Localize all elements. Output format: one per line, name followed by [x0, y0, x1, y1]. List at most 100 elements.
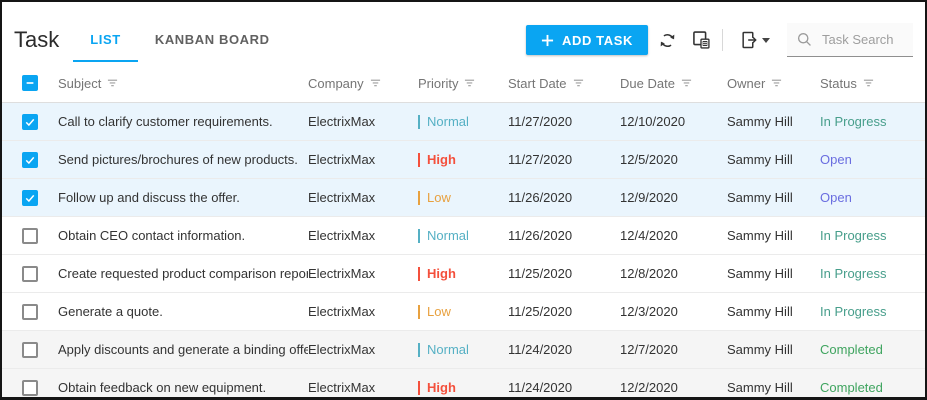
subject-cell: Generate a quote. [58, 304, 163, 319]
owner-cell: Sammy Hill [727, 152, 793, 167]
column-header-priority[interactable]: Priority [418, 76, 508, 91]
status-label: Open [820, 152, 852, 167]
column-chooser-icon [691, 30, 711, 50]
company-cell: ElectrixMax [308, 266, 376, 281]
subject-cell: Send pictures/brochures of new products. [58, 152, 298, 167]
column-header-label: Company [308, 75, 364, 91]
priority-cell: High [418, 152, 508, 167]
row-checkbox[interactable] [22, 189, 38, 206]
column-header-subject[interactable]: Subject [58, 76, 308, 91]
company-cell: ElectrixMax [308, 304, 376, 319]
column-header-start-date[interactable]: Start Date [508, 76, 620, 91]
company-cell: ElectrixMax [308, 380, 376, 395]
row-checkbox[interactable] [22, 265, 38, 282]
export-button[interactable] [733, 25, 775, 55]
priority-cell: Low [418, 304, 508, 319]
row-checkbox[interactable] [22, 227, 38, 244]
table-row[interactable]: Generate a quote. ElectrixMax Low 11/25/… [2, 293, 925, 331]
table-row[interactable]: Obtain feedback on new equipment. Electr… [2, 369, 925, 397]
grid-header-row: Subject Company Priority Start Date Due … [2, 64, 925, 103]
start-date-cell: 11/24/2020 [508, 380, 573, 395]
caret-down-icon [761, 37, 770, 43]
priority-label: Low [427, 190, 451, 205]
add-task-button[interactable]: ADD TASK [526, 25, 648, 55]
row-checkbox[interactable] [22, 341, 38, 358]
table-row[interactable]: Create requested product comparison repo… [2, 255, 925, 293]
table-row[interactable]: Obtain CEO contact information. Electrix… [2, 217, 925, 255]
row-checkbox-cell [2, 151, 58, 168]
owner-cell: Sammy Hill [727, 266, 793, 281]
column-header-label: Owner [727, 75, 766, 91]
owner-cell: Sammy Hill [727, 228, 793, 243]
priority-cell: High [418, 266, 508, 281]
status-cell: Completed [820, 342, 925, 357]
toolbar: Task LIST KANBAN BOARD ADD TASK [2, 2, 925, 64]
priority-bar [418, 190, 420, 205]
status-cell: Open [820, 190, 925, 205]
task-search-box[interactable] [787, 23, 914, 57]
start-date-cell: 11/26/2020 [508, 228, 573, 243]
add-task-label: ADD TASK [562, 32, 633, 48]
status-label: In Progress [820, 266, 887, 281]
filter-icon[interactable] [107, 76, 118, 91]
subject-cell: Obtain feedback on new equipment. [58, 380, 267, 395]
page-title: Task [14, 27, 60, 52]
start-date-cell: 11/27/2020 [508, 114, 573, 129]
filter-icon[interactable] [370, 76, 381, 91]
select-all-checkbox[interactable] [22, 75, 38, 91]
plus-icon [541, 34, 554, 47]
search-icon [796, 31, 813, 48]
column-header-owner[interactable]: Owner [727, 76, 820, 91]
row-checkbox[interactable] [22, 303, 38, 320]
subject-cell: Obtain CEO contact information. [58, 228, 246, 243]
refresh-icon [658, 31, 677, 50]
row-checkbox[interactable] [22, 113, 38, 130]
due-date-cell: 12/4/2020 [620, 228, 678, 243]
column-header-label: Start Date [508, 75, 567, 91]
refresh-button[interactable] [652, 25, 682, 55]
row-checkbox-cell [2, 113, 58, 130]
start-date-cell: 11/26/2020 [508, 190, 573, 205]
due-date-cell: 12/7/2020 [620, 342, 678, 357]
column-header-due-date[interactable]: Due Date [620, 76, 727, 91]
column-header-label: Due Date [620, 75, 675, 91]
priority-label: Normal [427, 342, 469, 357]
status-label: Open [820, 190, 852, 205]
priority-cell: Low [418, 190, 508, 205]
tab-list[interactable]: LIST [73, 18, 138, 62]
company-cell: ElectrixMax [308, 342, 376, 357]
table-row[interactable]: Apply discounts and generate a binding o… [2, 331, 925, 369]
subject-cell: Call to clarify customer requirements. [58, 114, 273, 129]
row-checkbox-cell [2, 265, 58, 282]
due-date-cell: 12/2/2020 [620, 380, 678, 395]
priority-label: Normal [427, 114, 469, 129]
column-header-company[interactable]: Company [308, 76, 418, 91]
filter-icon[interactable] [573, 76, 584, 91]
row-checkbox[interactable] [22, 151, 38, 168]
table-row[interactable]: Follow up and discuss the offer. Electri… [2, 179, 925, 217]
subject-cell: Apply discounts and generate a binding o… [58, 342, 308, 357]
owner-cell: Sammy Hill [727, 342, 793, 357]
owner-cell: Sammy Hill [727, 304, 793, 319]
status-cell: In Progress [820, 304, 925, 319]
start-date-cell: 11/25/2020 [508, 266, 573, 281]
table-row[interactable]: Call to clarify customer requirements. E… [2, 103, 925, 141]
filter-icon[interactable] [464, 76, 475, 91]
task-search-input[interactable] [820, 31, 914, 48]
row-checkbox[interactable] [22, 379, 38, 396]
due-date-cell: 12/10/2020 [620, 114, 686, 129]
tab-kanban-board[interactable]: KANBAN BOARD [154, 31, 270, 47]
column-header-status[interactable]: Status [820, 76, 925, 91]
filter-icon[interactable] [771, 76, 782, 91]
table-row[interactable]: Send pictures/brochures of new products.… [2, 141, 925, 179]
priority-label: Normal [427, 228, 469, 243]
column-chooser-button[interactable] [686, 25, 716, 55]
filter-icon[interactable] [681, 76, 692, 91]
due-date-cell: 12/8/2020 [620, 266, 678, 281]
status-label: In Progress [820, 304, 887, 319]
start-date-cell: 11/27/2020 [508, 152, 573, 167]
priority-cell: Normal [418, 114, 508, 129]
filter-icon[interactable] [863, 76, 874, 91]
column-header-label: Status [820, 75, 857, 91]
due-date-cell: 12/5/2020 [620, 152, 678, 167]
